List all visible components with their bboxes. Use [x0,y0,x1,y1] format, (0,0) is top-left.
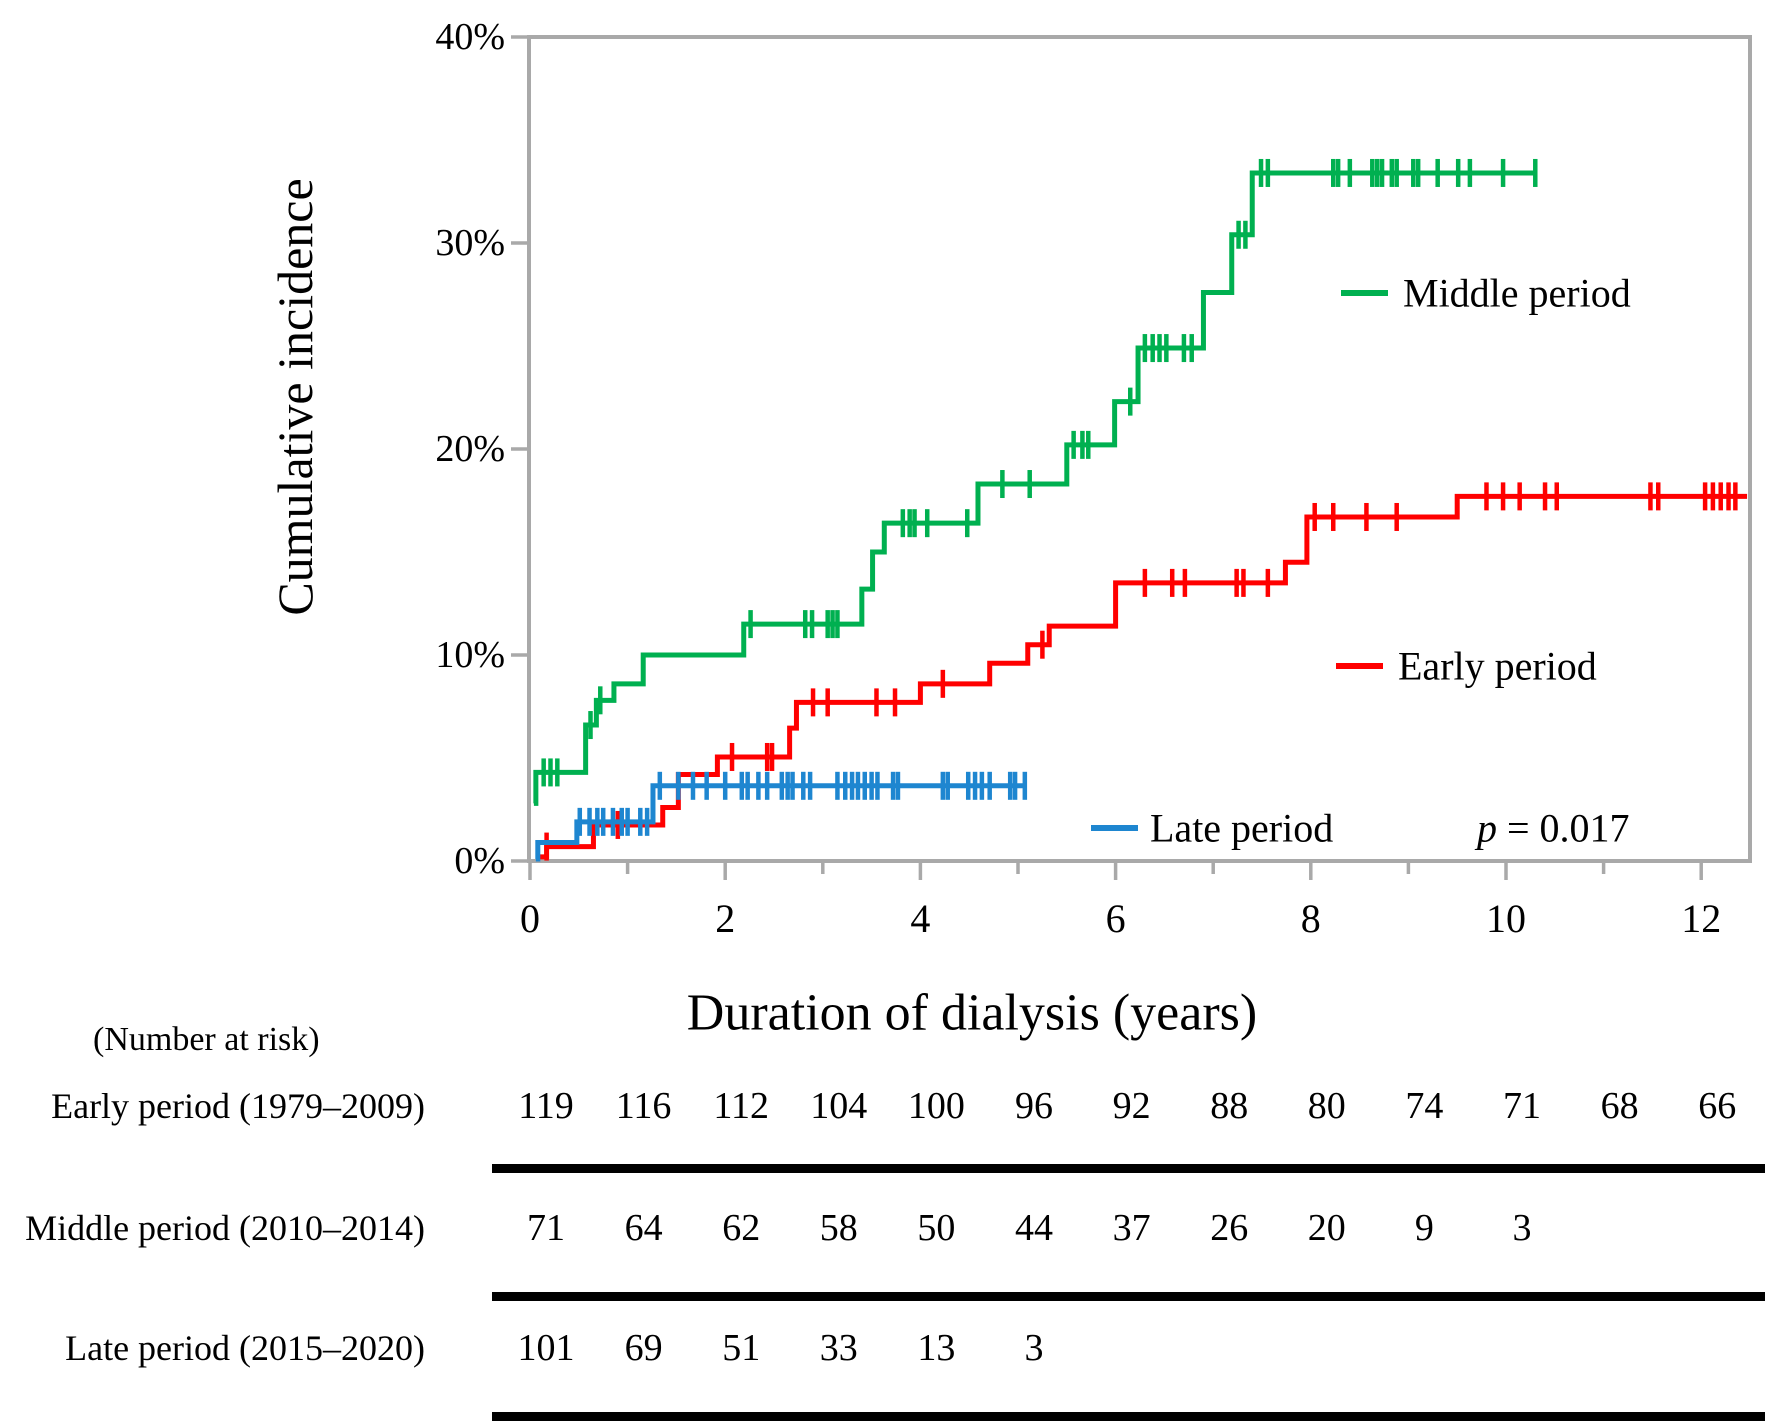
risk-count: 26 [1210,1207,1249,1249]
risk-count: 92 [1112,1085,1151,1127]
risk-count: 88 [1210,1085,1249,1127]
risk-count: 104 [810,1085,868,1127]
risk-count: 101 [517,1327,575,1369]
risk-count: 68 [1600,1085,1639,1127]
x-axis-title: Duration of dialysis (years) [686,984,1258,1042]
risk-count: 66 [1698,1085,1737,1127]
p-number: = 0.017 [1507,805,1630,851]
curve-early-period [539,493,1748,860]
risk-row-label: Late period (2015–2020) [65,1328,425,1368]
legend-label-early-period: Early period [1398,643,1597,689]
risk-row-rule [492,1412,1765,1421]
x-tick-label: 0 [520,896,540,941]
x-tick-label: 2 [715,896,736,941]
risk-row-label: Middle period (2010–2014) [25,1208,425,1248]
risk-row-rule [492,1292,1765,1301]
risk-count: 69 [624,1327,663,1369]
risk-count: 33 [819,1327,858,1369]
risk-count: 71 [1503,1085,1541,1127]
risk-count: 44 [1015,1207,1053,1249]
risk-count: 3 [1512,1207,1532,1249]
risk-count: 80 [1307,1085,1346,1127]
risk-count: 116 [615,1085,672,1127]
curve-late-period [535,783,1027,862]
risk-count: 37 [1112,1207,1151,1249]
risk-count: 13 [917,1327,956,1369]
y-axis-title: Cumulative incidence [267,178,323,616]
x-tick-label: 6 [1105,896,1126,941]
plot-border [527,35,1752,863]
risk-count: 100 [907,1085,965,1127]
y-tick-label: 30% [435,222,505,264]
risk-table-heading: (Number at risk) [93,1021,320,1058]
risk-count: 112 [713,1085,769,1127]
risk-count: 64 [624,1207,663,1249]
risk-count: 119 [518,1085,574,1127]
x-tick-label: 12 [1681,896,1722,941]
risk-row-label: Early period (1979–2009) [51,1086,425,1126]
x-tick-label: 8 [1300,896,1321,941]
p-symbol: p [1477,805,1497,851]
risk-count: 20 [1307,1207,1346,1249]
legend-label-late-period: Late period [1150,805,1334,851]
curve-middle-period [533,170,1537,806]
y-tick-label: 40% [435,16,505,58]
risk-row-rule [492,1164,1765,1173]
risk-count: 51 [722,1327,761,1369]
risk-count: 3 [1024,1327,1044,1369]
y-tick-label: 0% [454,840,505,882]
risk-count: 74 [1405,1085,1444,1127]
risk-count: 50 [917,1207,956,1249]
y-tick-label: 10% [435,634,505,676]
risk-count: 96 [1015,1085,1053,1127]
y-tick-label: 20% [435,428,505,470]
x-tick-label: 10 [1486,896,1526,941]
x-tick-label: 4 [910,896,931,941]
risk-count: 9 [1414,1207,1434,1249]
risk-count: 58 [819,1207,858,1249]
risk-count: 62 [722,1207,761,1249]
legend-label-middle-period: Middle period [1403,270,1631,316]
p-value-annotation: p = 0.017 [1477,805,1630,852]
risk-count: 71 [527,1207,565,1249]
